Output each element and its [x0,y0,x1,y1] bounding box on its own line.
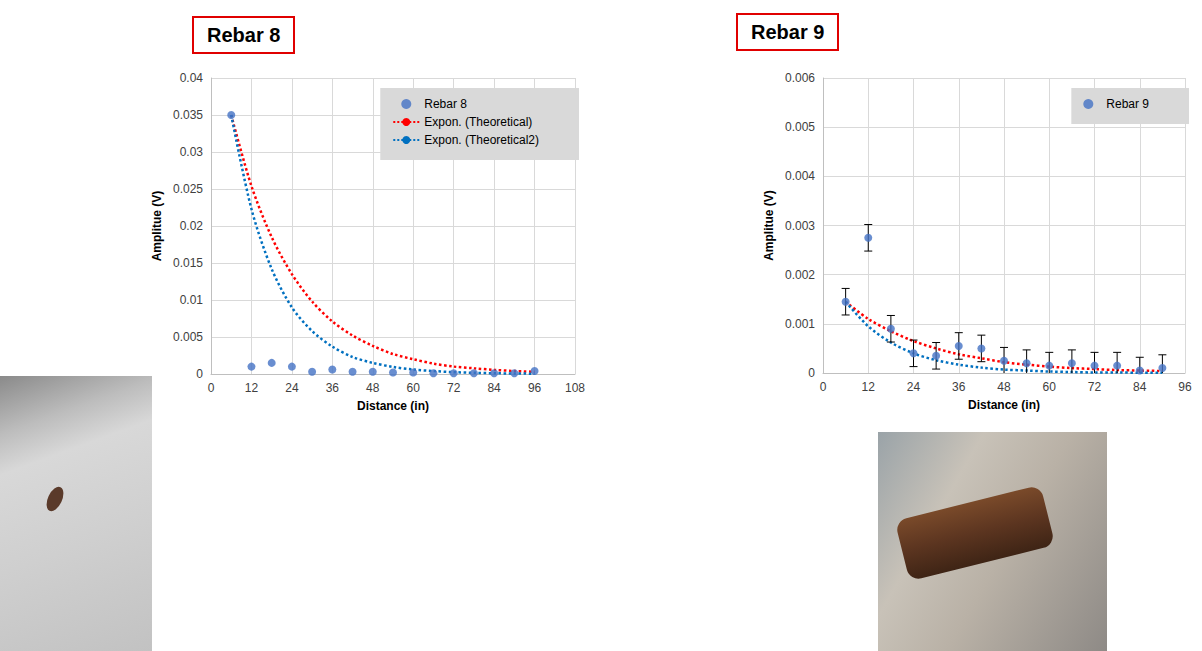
svg-text:0.003: 0.003 [785,219,815,233]
svg-text:0: 0 [820,380,827,394]
svg-text:0.03: 0.03 [180,145,204,159]
svg-text:84: 84 [1133,380,1147,394]
svg-text:0.005: 0.005 [785,120,815,134]
svg-text:48: 48 [997,380,1011,394]
svg-text:0: 0 [196,367,203,381]
svg-text:12: 12 [862,380,876,394]
svg-text:12: 12 [245,381,259,395]
svg-text:0.01: 0.01 [180,293,204,307]
svg-text:0.002: 0.002 [785,268,815,282]
svg-text:36: 36 [326,381,340,395]
svg-text:0.015: 0.015 [173,256,203,270]
svg-text:0: 0 [808,366,815,380]
svg-text:0.02: 0.02 [180,219,204,233]
svg-text:Distance (in): Distance (in) [357,399,429,413]
svg-text:0.001: 0.001 [785,317,815,331]
svg-text:36: 36 [952,380,966,394]
svg-text:Rebar 9: Rebar 9 [1106,97,1149,111]
svg-text:Rebar 8: Rebar 8 [207,24,280,46]
svg-text:Rebar 8: Rebar 8 [424,97,467,111]
svg-text:108: 108 [565,381,585,395]
svg-text:84: 84 [487,381,501,395]
svg-text:0.04: 0.04 [180,71,204,85]
svg-text:72: 72 [1088,380,1102,394]
svg-text:0.004: 0.004 [785,169,815,183]
svg-text:72: 72 [447,381,461,395]
svg-text:60: 60 [1043,380,1057,394]
svg-text:0.006: 0.006 [785,71,815,85]
svg-text:Amplitue (V): Amplitue (V) [150,191,164,262]
svg-text:Expon. (Theoretical2): Expon. (Theoretical2) [424,133,539,147]
svg-text:0.005: 0.005 [173,330,203,344]
svg-text:48: 48 [366,381,380,395]
svg-text:0: 0 [208,381,215,395]
svg-text:24: 24 [285,381,299,395]
svg-text:Rebar 9: Rebar 9 [751,21,824,43]
svg-text:0.035: 0.035 [173,108,203,122]
svg-text:Expon. (Theoretical): Expon. (Theoretical) [424,115,532,129]
svg-text:0.025: 0.025 [173,182,203,196]
svg-text:Amplitue (V): Amplitue (V) [762,190,776,261]
svg-text:96: 96 [1178,380,1192,394]
svg-text:24: 24 [907,380,921,394]
svg-text:60: 60 [407,381,421,395]
svg-text:96: 96 [528,381,542,395]
svg-text:Distance (in): Distance (in) [968,398,1040,412]
